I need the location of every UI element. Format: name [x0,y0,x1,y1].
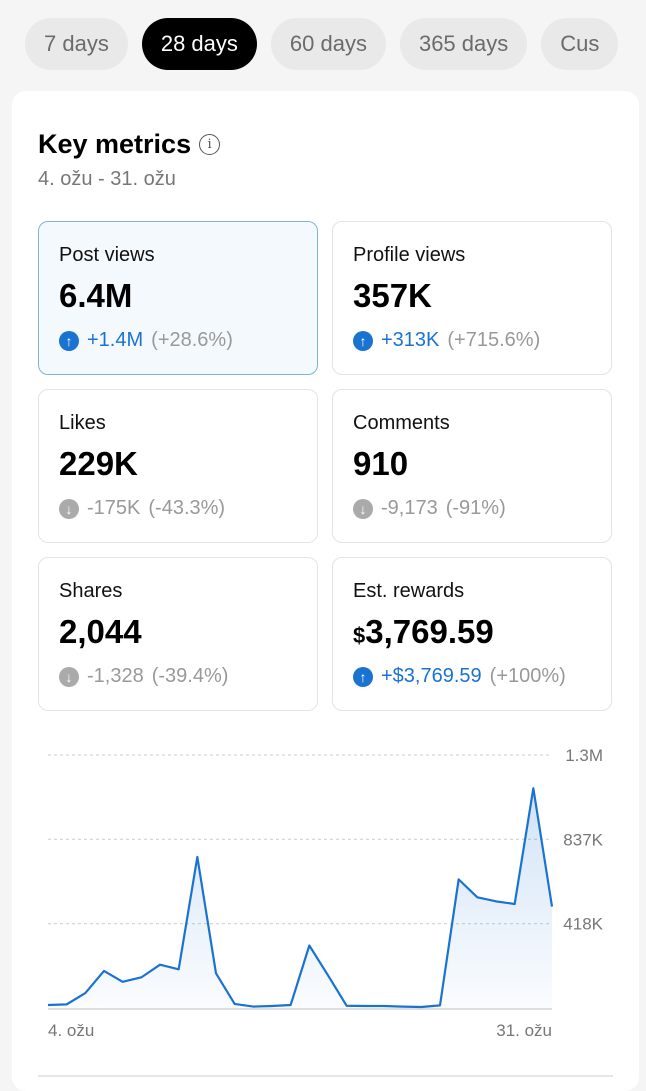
metric-delta: +1.4M [87,329,143,352]
metric-delta: -9,173 [381,497,438,520]
arrow-down-icon: ↓ [59,499,79,519]
metric-value: 910 [353,445,591,483]
x-tick-label: 4. ožu [48,1021,94,1040]
arrow-down-icon: ↓ [353,499,373,519]
metric-value-text: 357K [353,277,432,314]
metric-percent: (-43.3%) [148,497,225,520]
metric-change: ↑ +$3,769.59 (+100%) [353,665,591,688]
metric-delta: +313K [381,329,439,352]
metric-card-est-rewards[interactable]: Est. rewards $3,769.59 ↑ +$3,769.59 (+100%… [332,557,612,711]
metric-change: ↑ +1.4M (+28.6%) [59,329,297,352]
metric-label: Profile views [353,244,591,267]
tab-cus[interactable]: Cus [541,18,618,70]
arrow-down-icon: ↓ [59,667,79,687]
arrow-up-icon: ↑ [353,331,373,351]
metric-label: Comments [353,412,591,435]
metric-change: ↑ +313K (+715.6%) [353,329,591,352]
metric-percent: (-39.4%) [152,665,229,688]
metric-delta: +$3,769.59 [381,665,482,688]
metric-change: ↓ -1,328 (-39.4%) [59,665,297,688]
tab-365-days[interactable]: 365 days [400,18,527,70]
metric-card-comments[interactable]: Comments 910 ↓ -9,173 (-91%) [332,389,612,543]
tab-28-days[interactable]: 28 days [142,18,257,70]
metric-card-profile-views[interactable]: Profile views 357K ↑ +313K (+715.6%) [332,221,612,375]
metric-value: 229K [59,445,297,483]
metric-percent: (+100%) [490,665,566,688]
metric-label: Shares [59,580,297,603]
arrow-up-icon: ↑ [353,667,373,687]
y-tick-label: 1.3M [565,746,603,765]
info-icon[interactable]: i [199,134,220,155]
metric-value-text: 910 [353,445,408,482]
metric-value-text: 3,769.59 [365,613,493,650]
period-tabs: 7 days 28 days 60 days 365 days Cus [25,18,618,70]
page-title: Key metrics i [38,129,220,160]
metric-value-text: 6.4M [59,277,132,314]
metric-value: 6.4M [59,277,297,315]
arrow-up-icon: ↑ [59,331,79,351]
metric-delta: -175K [87,497,140,520]
currency-symbol: $ [353,623,365,648]
metric-delta: -1,328 [87,665,144,688]
y-tick-label: 837K [563,830,603,849]
metric-label: Est. rewards [353,580,591,603]
tab-7-days[interactable]: 7 days [25,18,128,70]
tab-60-days[interactable]: 60 days [271,18,386,70]
metric-percent: (+715.6%) [447,329,540,352]
title-text: Key metrics [38,129,191,160]
y-tick-label: 418K [563,915,603,934]
x-tick-label: 31. ožu [496,1021,552,1040]
metric-percent: (-91%) [446,497,506,520]
metric-card-likes[interactable]: Likes 229K ↓ -175K (-43.3%) [38,389,318,543]
metric-value: 357K [353,277,591,315]
metric-value: $3,769.59 [353,613,591,651]
metric-card-shares[interactable]: Shares 2,044 ↓ -1,328 (-39.4%) [38,557,318,711]
metric-change: ↓ -9,173 (-91%) [353,497,591,520]
metric-label: Post views [59,244,297,267]
metric-card-post-views[interactable]: Post views 6.4M ↑ +1.4M (+28.6%) [38,221,318,375]
metric-value-text: 229K [59,445,138,482]
metric-change: ↓ -175K (-43.3%) [59,497,297,520]
metric-value: 2,044 [59,613,297,651]
metric-percent: (+28.6%) [151,329,233,352]
post-views-chart: 418K 837K 1.3M 4. ožu 31. ožu [0,730,646,1050]
metric-value-text: 2,044 [59,613,142,650]
date-range: 4. ožu - 31. ožu [38,168,176,191]
metric-label: Likes [59,412,297,435]
